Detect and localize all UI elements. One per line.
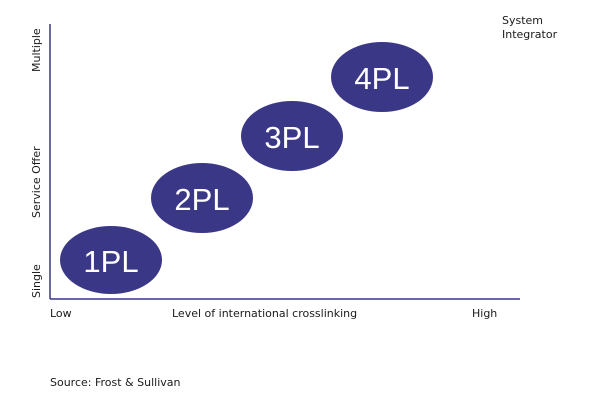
- stage-2pl-label: 2PL: [174, 182, 229, 217]
- y-axis-low-label: Single: [30, 264, 43, 298]
- stage-3pl: 3PL: [241, 101, 343, 171]
- corner-label-line1: System: [502, 14, 544, 27]
- stage-4pl: 4PL: [331, 42, 433, 112]
- y-axis-title: Service Offer: [30, 146, 43, 218]
- stage-4pl-label: 4PL: [354, 61, 409, 96]
- stage-1pl: 1PL: [60, 226, 162, 294]
- system-integrator-label: System Integrator: [502, 14, 557, 42]
- stage-1pl-label: 1PL: [83, 244, 138, 279]
- x-axis-low-label: Low: [50, 307, 72, 320]
- y-axis-high-label: Multiple: [30, 28, 43, 72]
- x-axis-title: Level of international crosslinking: [172, 307, 358, 320]
- x-axis-high-label: High: [472, 307, 498, 320]
- corner-label-line2: Integrator: [502, 28, 558, 41]
- stage-2pl: 2PL: [151, 163, 253, 233]
- stage-3pl-label: 3PL: [264, 120, 319, 155]
- source-note: Source: Frost & Sullivan: [50, 376, 181, 389]
